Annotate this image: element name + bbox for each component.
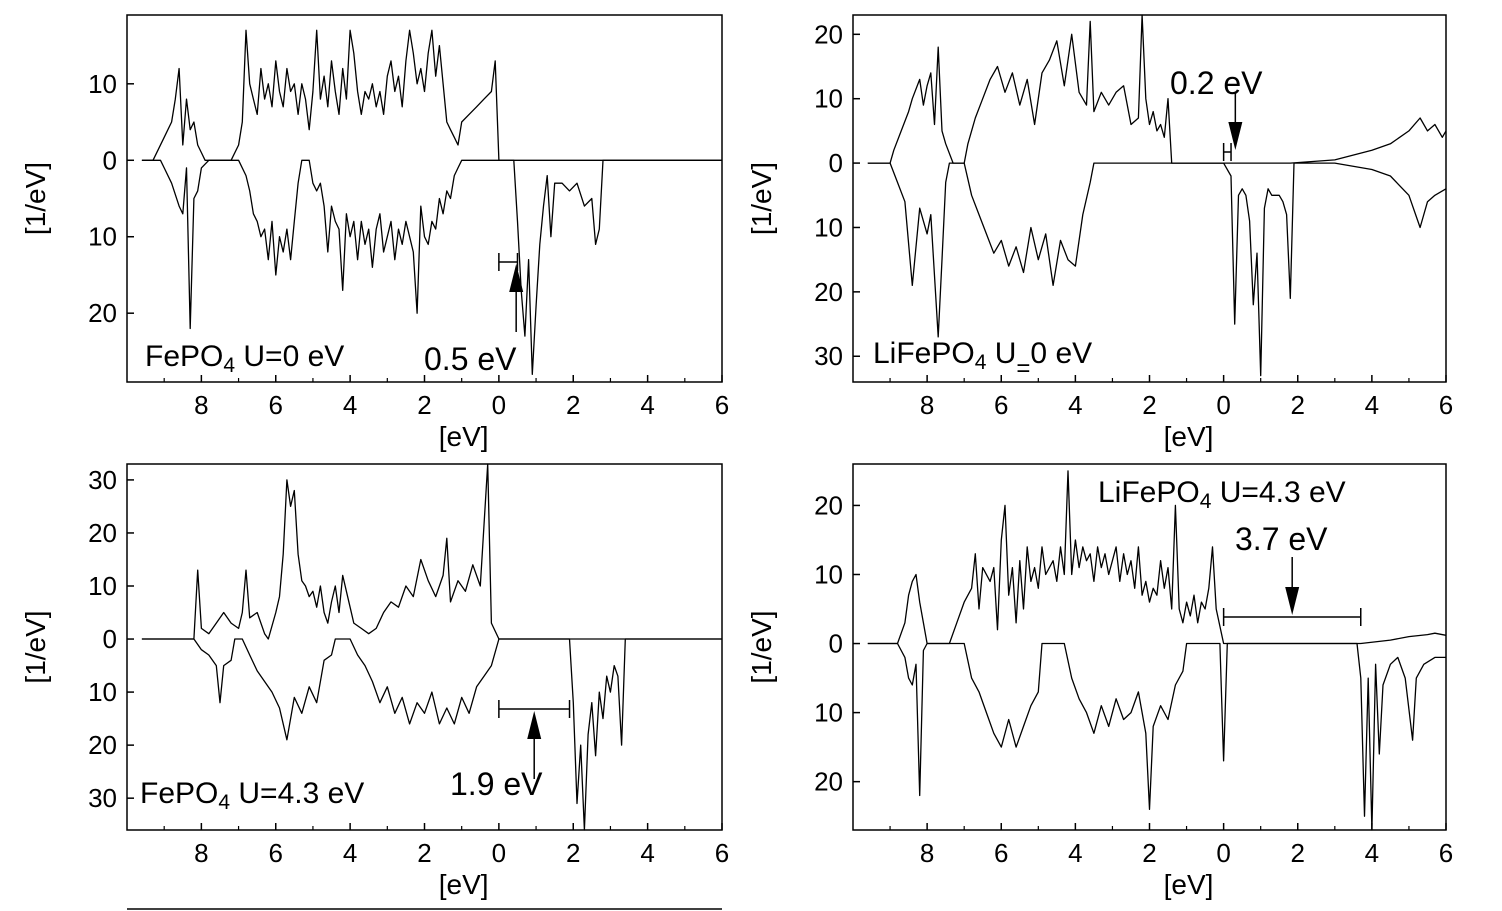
x-axis-label: [eV] xyxy=(1164,421,1214,452)
y-tick-label: 30 xyxy=(88,465,117,495)
series-spin-down-line xyxy=(141,159,722,376)
x-tick-label: 4 xyxy=(1365,838,1379,868)
series-spin-up-line xyxy=(141,29,722,161)
plot-frame xyxy=(126,14,723,383)
panel-title: LiFePO4 U=0 eV xyxy=(873,337,1092,382)
series-spin-up-line xyxy=(867,14,1447,164)
y-tick-label: 10 xyxy=(88,571,117,601)
x-tick-label: 4 xyxy=(1365,390,1379,420)
y-tick-label: 0 xyxy=(829,629,843,659)
gap-arrow-head xyxy=(509,264,524,292)
x-tick-label: 0 xyxy=(492,838,506,868)
x-tick-label: 6 xyxy=(994,838,1008,868)
gap-arrow-head xyxy=(1228,122,1243,150)
y-tick-label: 20 xyxy=(814,19,843,49)
y-tick-label: 20 xyxy=(814,277,843,307)
y-tick-label: 10 xyxy=(88,677,117,707)
x-tick-label: 4 xyxy=(640,838,654,868)
x-tick-label: 4 xyxy=(343,838,357,868)
y-tick-label: 0 xyxy=(103,145,117,175)
gap-label: 0.2 eV xyxy=(1170,65,1263,101)
y-tick-label: 10 xyxy=(814,84,843,114)
series-spin-down-line xyxy=(141,638,722,831)
y-axis-label: [1/eV] xyxy=(20,162,51,235)
y-axis-label: [1/eV] xyxy=(746,162,777,235)
y-tick-label: 10 xyxy=(814,212,843,242)
plot-frame xyxy=(852,14,1447,383)
y-tick-label: 30 xyxy=(88,783,117,813)
y-tick-label: 10 xyxy=(88,69,117,99)
y-tick-label: 10 xyxy=(814,559,843,589)
x-tick-label: 6 xyxy=(715,838,729,868)
panel-title: LiFePO4 U=4.3 eV xyxy=(1098,476,1346,513)
x-tick-label: 6 xyxy=(269,390,283,420)
y-tick-label: 0 xyxy=(829,148,843,178)
x-axis-label: [eV] xyxy=(439,421,489,452)
gap-label: 3.7 eV xyxy=(1235,521,1328,557)
y-tick-label: 20 xyxy=(814,490,843,520)
x-tick-label: 2 xyxy=(1291,838,1305,868)
x-tick-label: 6 xyxy=(1439,838,1453,868)
y-axis-label: [1/eV] xyxy=(20,610,51,683)
panel-title: FePO4 U=4.3 eV xyxy=(140,777,364,814)
x-tick-label: 2 xyxy=(1142,390,1156,420)
x-tick-label: 0 xyxy=(1216,838,1230,868)
plot-frame xyxy=(126,463,723,831)
x-tick-label: 6 xyxy=(715,390,729,420)
x-tick-label: 6 xyxy=(994,390,1008,420)
y-tick-label: 30 xyxy=(814,341,843,371)
x-tick-label: 2 xyxy=(566,390,580,420)
y-tick-label: 20 xyxy=(814,767,843,797)
x-tick-label: 8 xyxy=(920,838,934,868)
gap-label: 1.9 eV xyxy=(450,766,543,802)
x-tick-label: 2 xyxy=(417,390,431,420)
x-tick-label: 8 xyxy=(920,390,934,420)
series-spin-up-line xyxy=(141,463,722,640)
y-tick-label: 20 xyxy=(88,518,117,548)
x-tick-label: 0 xyxy=(1216,390,1230,420)
y-tick-label: 10 xyxy=(814,698,843,728)
x-tick-label: 2 xyxy=(566,838,580,868)
y-tick-label: 10 xyxy=(88,222,117,252)
x-tick-label: 4 xyxy=(640,390,654,420)
x-tick-label: 6 xyxy=(1439,390,1453,420)
gap-label: 0.5 eV xyxy=(424,341,517,377)
y-tick-label: 20 xyxy=(88,298,117,328)
gap-arrow-head xyxy=(1285,587,1300,615)
x-axis-label: [eV] xyxy=(439,869,489,900)
gap-arrow-head xyxy=(527,711,542,739)
x-tick-label: 8 xyxy=(194,390,208,420)
x-tick-label: 0 xyxy=(492,390,506,420)
x-tick-label: 6 xyxy=(269,838,283,868)
x-tick-label: 4 xyxy=(343,390,357,420)
series-spin-down-line xyxy=(867,642,1446,831)
x-tick-label: 2 xyxy=(1142,838,1156,868)
y-tick-label: 0 xyxy=(103,624,117,654)
y-tick-label: 20 xyxy=(88,730,117,760)
x-tick-label: 4 xyxy=(1068,838,1082,868)
x-tick-label: 8 xyxy=(194,838,208,868)
panel-title: FePO4 U=0 eV xyxy=(145,340,344,377)
x-tick-label: 2 xyxy=(1291,390,1305,420)
series-spin-down-line xyxy=(867,162,1447,377)
x-tick-label: 2 xyxy=(417,838,431,868)
series-spin-up-line xyxy=(867,470,1447,645)
y-axis-label: [1/eV] xyxy=(746,610,777,683)
x-tick-label: 4 xyxy=(1068,390,1082,420)
x-axis-label: [eV] xyxy=(1164,869,1214,900)
